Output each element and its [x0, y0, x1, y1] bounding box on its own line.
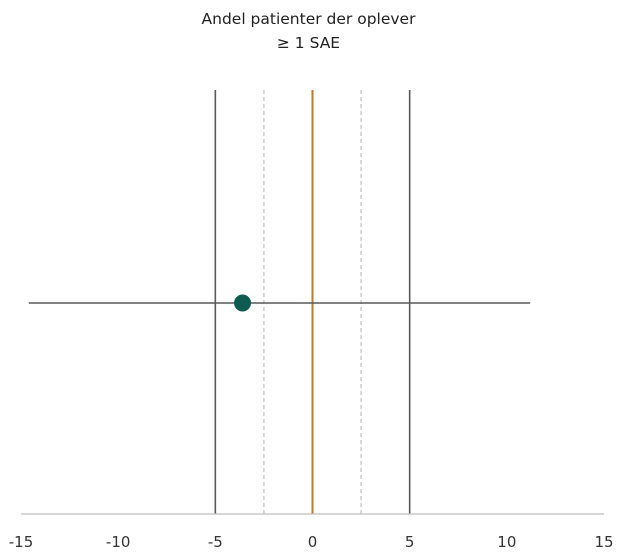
x-tick-label: -5	[208, 533, 223, 551]
x-tick-labels: -15 -10 -5 0 5 10 15	[9, 533, 614, 551]
x-tick-label: 10	[497, 533, 516, 551]
x-tick-label: -15	[9, 533, 34, 551]
chart-title: Andel patienter der oplever ≥ 1 SAE	[0, 7, 617, 55]
x-tick-label: 5	[405, 533, 415, 551]
x-tick-label: -10	[106, 533, 131, 551]
x-tick-label: 0	[308, 533, 318, 551]
chart-title-line-2: ≥ 1 SAE	[276, 34, 341, 52]
chart-title-line-1: Andel patienter der oplever	[201, 10, 416, 28]
reference-lines	[214, 90, 411, 514]
point-estimate-marker	[234, 294, 252, 312]
x-tick-label: 15	[594, 533, 613, 551]
